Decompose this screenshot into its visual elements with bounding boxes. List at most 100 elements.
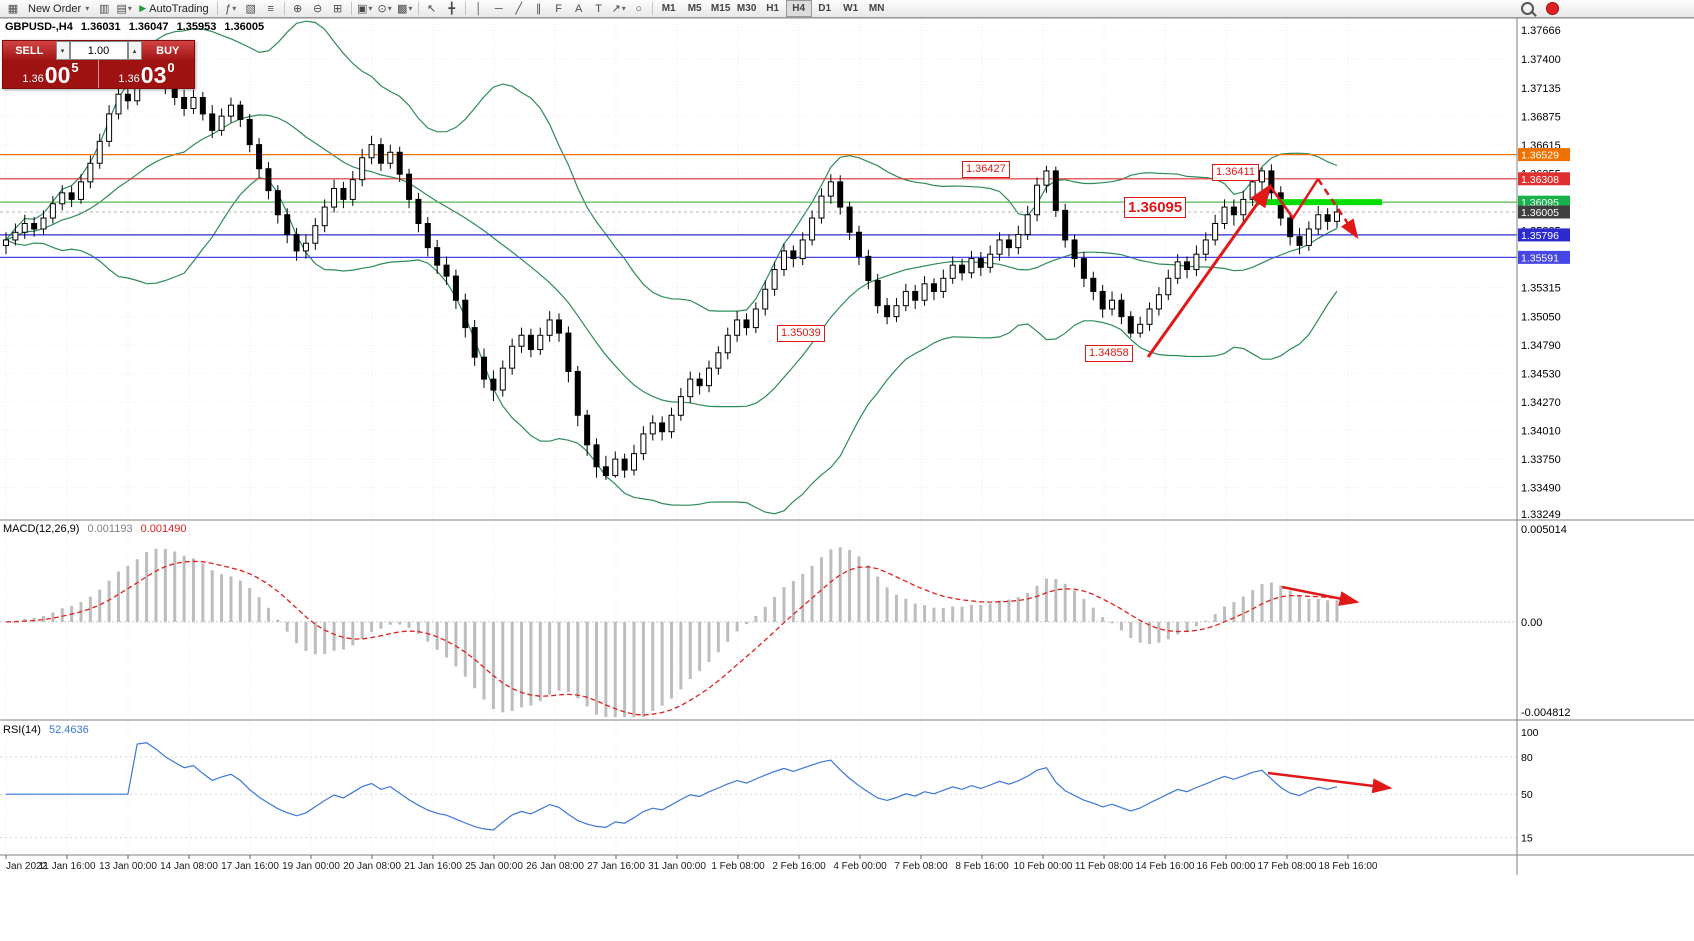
chart-period-icon[interactable]: ⊙ ▾: [377, 3, 392, 15]
symbol-title: GBPUSD-,H4: [5, 21, 73, 33]
svg-text:1.33750: 1.33750: [1521, 454, 1561, 466]
trade-panel-controls: SELL ▾ ▴ BUY: [3, 41, 194, 60]
chevron-down-icon: ▾: [232, 4, 237, 13]
zoom-in-icon[interactable]: ⊕: [293, 3, 303, 15]
vertical-line-icon[interactable]: │: [475, 2, 483, 15]
svg-text:11 Feb 08:00: 11 Feb 08:00: [1075, 861, 1134, 872]
indicator-window-icon[interactable]: ▧: [245, 3, 256, 15]
svg-text:11 Jan 16:00: 11 Jan 16:00: [38, 861, 96, 872]
cursor-icon[interactable]: ↖: [427, 3, 437, 15]
macd-indicator-header: MACD(12,26,9) 0.001193 0.001490: [3, 523, 187, 535]
timeframe-button-m5[interactable]: M5: [687, 3, 702, 14]
svg-text:27 Jan 16:00: 27 Jan 16:00: [587, 861, 645, 872]
buy-price-main: 03: [140, 62, 167, 89]
horizontal-level-lines[interactable]: [0, 153, 1517, 258]
tile-windows-icon[interactable]: ⊞: [333, 3, 343, 15]
green-highlight-bar: [1256, 199, 1382, 206]
buy-price-prefix: 1.36: [118, 72, 140, 85]
channel-icon[interactable]: ∥: [535, 3, 542, 15]
toolbar-separator: [417, 2, 419, 15]
svg-text:1.35315: 1.35315: [1521, 283, 1561, 295]
drawings-layer[interactable]: [1146, 178, 1393, 794]
charts-icon[interactable]: ▥: [99, 3, 110, 15]
new-chart-icon[interactable]: ▣ ▾: [356, 3, 373, 15]
svg-text:26 Jan 08:00: 26 Jan 08:00: [526, 861, 584, 872]
svg-text:25 Jan 00:00: 25 Jan 00:00: [465, 861, 523, 872]
price-annotation[interactable]: 1.36411: [1212, 164, 1259, 181]
macd-signal-value: 0.001490: [140, 523, 187, 535]
sell-price[interactable]: 1.36 00 5: [3, 60, 99, 88]
timeframe-button-mn[interactable]: MN: [868, 3, 885, 14]
price-annotation[interactable]: 1.34858: [1085, 345, 1133, 362]
autotrading-button[interactable]: ▶ AutoTrading: [134, 1, 213, 17]
ohlc-close: 1.36005: [224, 21, 265, 33]
crosshair-icon[interactable]: ╋: [448, 3, 455, 15]
shapes-icon[interactable]: ○: [635, 2, 642, 15]
chevron-down-icon: ▾: [368, 4, 373, 13]
toolbar-separator: [651, 2, 653, 15]
search-icon[interactable]: [1521, 2, 1534, 15]
play-icon: ▶: [139, 3, 147, 13]
svg-text:8 Feb 16:00: 8 Feb 16:00: [955, 861, 1009, 872]
new-order-button[interactable]: New Order ▾: [23, 1, 94, 17]
svg-text:18 Feb 16:00: 18 Feb 16:00: [1319, 861, 1378, 872]
trendline-icon[interactable]: ╱: [515, 3, 522, 15]
rsi-label: RSI(14): [3, 724, 41, 736]
toolbar-separator: [216, 2, 218, 15]
toolbar-right-group: [1521, 2, 1559, 15]
svg-text:-0.004812: -0.004812: [1521, 707, 1571, 719]
fibonacci-icon[interactable]: F: [555, 2, 563, 15]
svg-text:1.36875: 1.36875: [1521, 112, 1561, 124]
symbol-header: GBPUSD-,H4 1.36031 1.36047 1.35953 1.360…: [5, 21, 269, 33]
timeframe-button-m1[interactable]: M1: [661, 3, 676, 14]
timeframe-button-m30[interactable]: M30: [736, 3, 757, 14]
price-axis[interactable]: 1.376661.374001.371351.368751.366151.363…: [0, 17, 1694, 875]
svg-text:31 Jan 00:00: 31 Jan 00:00: [648, 861, 706, 872]
objects-list-icon[interactable]: ≡: [267, 2, 274, 15]
lot-increase-button[interactable]: ▴: [127, 41, 142, 60]
buy-price-pip: 0: [167, 60, 175, 75]
text-icon[interactable]: A: [574, 2, 583, 15]
svg-text:0.005014: 0.005014: [1521, 524, 1567, 536]
price-annotation[interactable]: 1.36095: [1124, 197, 1187, 218]
lot-decrease-button[interactable]: ▾: [55, 41, 70, 60]
buy-button[interactable]: BUY: [141, 41, 194, 60]
label-icon[interactable]: T: [595, 2, 603, 15]
chevron-down-icon: ▾: [387, 4, 392, 13]
toolbar: ▦ New Order ▾ ▥ ▤ ▾ ▶ AutoTrading ƒ ▾ ▧ ≡ ⊕ ⊖ ⊞ ▣…: [0, 0, 1694, 18]
svg-text:17 Feb 08:00: 17 Feb 08:00: [1258, 861, 1317, 872]
price-annotation[interactable]: 1.36427: [962, 161, 1010, 178]
ohlc-open: 1.36031: [80, 21, 121, 33]
svg-text:1.33249: 1.33249: [1521, 509, 1561, 521]
timeframe-button-h4[interactable]: H4: [785, 0, 812, 17]
indicators-icon[interactable]: ƒ ▾: [225, 2, 237, 15]
timeframe-button-h1[interactable]: H1: [766, 3, 780, 14]
svg-text:1.36308: 1.36308: [1521, 174, 1559, 186]
templates-icon[interactable]: ▩ ▾: [396, 3, 413, 15]
price-annotation[interactable]: 1.35039: [777, 325, 825, 342]
chart-window-icon[interactable]: ▦: [7, 3, 19, 15]
svg-text:100: 100: [1521, 727, 1539, 739]
profiles-icon[interactable]: ▤ ▾: [116, 3, 132, 15]
horizontal-line-icon[interactable]: ─: [494, 2, 503, 15]
svg-text:50: 50: [1521, 789, 1533, 801]
svg-text:4 Feb 00:00: 4 Feb 00:00: [833, 861, 887, 872]
svg-text:1 Feb 08:00: 1 Feb 08:00: [711, 861, 765, 872]
svg-text:21 Jan 16:00: 21 Jan 16:00: [404, 861, 462, 872]
timeframe-button-d1[interactable]: D1: [818, 3, 832, 14]
svg-text:1.35796: 1.35796: [1521, 230, 1559, 242]
lot-size-input[interactable]: [69, 41, 128, 60]
svg-text:Jan 2022: Jan 2022: [6, 861, 48, 872]
zoom-out-icon[interactable]: ⊖: [313, 3, 323, 15]
buy-price[interactable]: 1.36 03 0: [99, 60, 194, 88]
timeframe-button-m15[interactable]: M15: [710, 3, 731, 14]
sell-price-prefix: 1.36: [22, 72, 44, 85]
sell-button[interactable]: SELL: [3, 41, 56, 60]
svg-text:17 Jan 16:00: 17 Jan 16:00: [221, 861, 279, 872]
svg-text:19 Jan 00:00: 19 Jan 00:00: [282, 861, 340, 872]
notification-badge[interactable]: [1546, 2, 1559, 15]
arrows-icon[interactable]: ↗ ▾: [611, 3, 626, 15]
timeframe-button-w1[interactable]: W1: [843, 3, 859, 14]
